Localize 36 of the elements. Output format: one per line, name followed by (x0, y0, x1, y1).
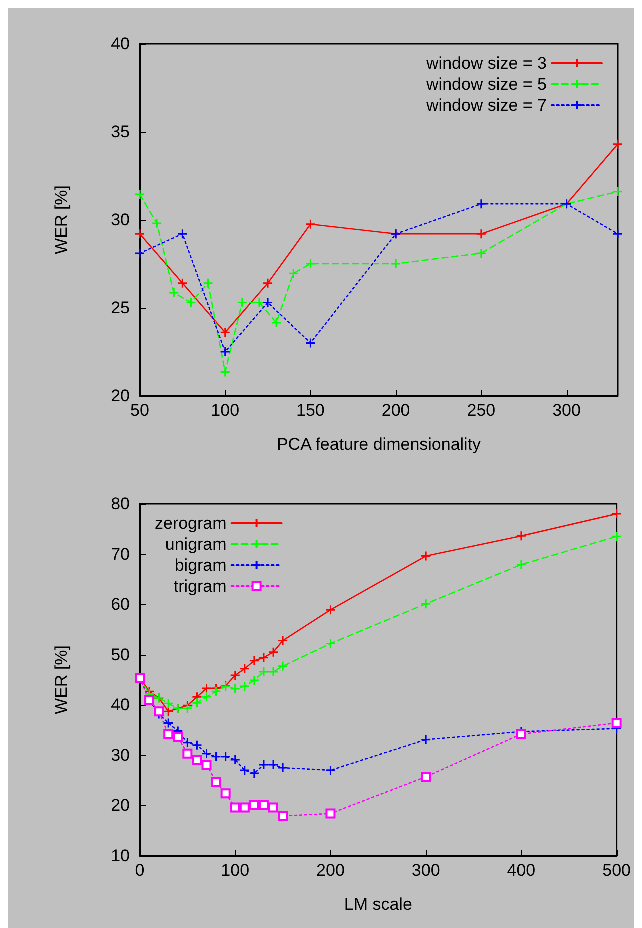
y-tick-label: 40 (111, 696, 130, 715)
x-tick-label: 100 (211, 401, 240, 420)
y-tick-label: 70 (111, 544, 130, 564)
x-tick-label: 200 (316, 861, 345, 880)
x-axis-title: LM scale (344, 895, 412, 914)
x-tick-label: 300 (552, 401, 581, 420)
x-tick-label: 150 (296, 401, 325, 420)
y-tick-label: 25 (111, 298, 130, 318)
y-tick-label: 10 (111, 846, 130, 866)
legend-label: bigram (174, 556, 227, 575)
x-axis-title: PCA feature dimensionality (276, 435, 482, 454)
x-tick-label: 100 (221, 861, 250, 880)
x-tick-label: 500 (602, 861, 632, 880)
y-axis-title: WER [%] (52, 646, 71, 714)
y-tick-label: 40 (111, 34, 130, 54)
y-tick-label: 20 (111, 386, 130, 406)
x-tick-label: 0 (135, 861, 145, 880)
legend-label: window size = 5 (426, 75, 547, 94)
y-tick-label: 30 (111, 210, 130, 230)
y-tick-label: 20 (111, 796, 130, 816)
y-tick-label: 35 (111, 122, 130, 142)
x-tick-label: 300 (412, 861, 440, 880)
x-tick-label: 50 (130, 401, 150, 420)
legend-label: zerogram (154, 514, 227, 533)
legend-label: trigram (174, 577, 227, 596)
x-tick-label: 250 (467, 401, 496, 420)
y-tick-label: 60 (111, 595, 130, 614)
legend-label: unigram (165, 535, 227, 554)
legend-label: window size = 3 (426, 54, 547, 73)
x-tick-label: 400 (507, 861, 536, 880)
x-tick-label: 200 (382, 401, 410, 420)
y-tick-label: 30 (111, 746, 130, 765)
legend-label: window size = 7 (426, 96, 547, 115)
y-tick-label: 50 (111, 645, 130, 664)
y-axis-title: WER [%] (52, 186, 71, 254)
y-tick-label: 80 (111, 494, 130, 514)
